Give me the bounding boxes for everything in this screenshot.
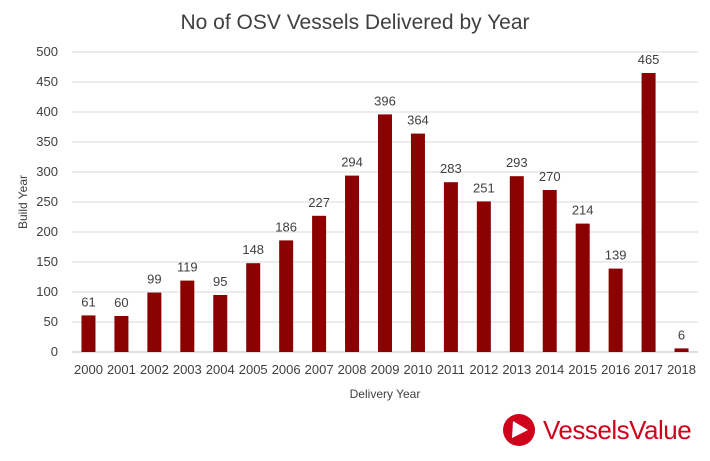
- data-label: 139: [605, 248, 627, 263]
- vesselsvalue-logo: VesselsValue: [503, 414, 692, 446]
- y-axis-label: Build Year: [16, 175, 30, 229]
- y-tick-label: 400: [36, 104, 58, 119]
- bar-2005: [246, 263, 261, 352]
- data-label: 227: [308, 195, 330, 210]
- bar-2001: [114, 316, 129, 352]
- bar-2014: [542, 190, 557, 352]
- bar-2013: [509, 176, 524, 352]
- data-label: 294: [341, 155, 363, 170]
- bar-2004: [213, 295, 228, 352]
- bar-2010: [410, 133, 425, 352]
- y-tick-label: 450: [36, 74, 58, 89]
- data-label: 364: [407, 113, 429, 128]
- bar-2011: [443, 182, 458, 352]
- data-label: 186: [275, 219, 297, 234]
- data-label: 465: [638, 52, 660, 67]
- x-tick-label: 2002: [140, 362, 169, 377]
- chart-title: No of OSV Vessels Delivered by Year: [180, 11, 529, 34]
- bar-2016: [608, 268, 623, 352]
- x-tick-label: 2012: [469, 362, 498, 377]
- bar-2009: [378, 114, 392, 353]
- x-tick-label: 2011: [437, 362, 465, 377]
- y-tick-label: 500: [36, 44, 58, 59]
- data-label: 148: [242, 242, 264, 257]
- bar-2012: [476, 201, 491, 352]
- x-tick-label: 2008: [338, 362, 367, 377]
- data-label: 61: [81, 294, 95, 309]
- y-tick-label: 50: [44, 314, 58, 329]
- data-label: 99: [147, 272, 161, 287]
- bar-2008: [345, 175, 360, 352]
- x-tick-label: 2005: [239, 362, 268, 377]
- y-tick-label: 150: [36, 254, 58, 269]
- logo-text: VesselsValue: [543, 414, 692, 445]
- bar-2000: [81, 315, 96, 352]
- bar-2003: [180, 280, 195, 352]
- bar-2018: [674, 348, 689, 352]
- data-label: 214: [572, 203, 594, 218]
- x-tick-label: 2000: [74, 362, 103, 377]
- data-label: 119: [177, 260, 198, 275]
- x-tick-label: 2013: [502, 362, 531, 377]
- x-tick-label: 2010: [403, 362, 432, 377]
- bar-2015: [575, 223, 590, 352]
- x-tick-label: 2016: [601, 362, 630, 377]
- data-label: 270: [539, 169, 561, 184]
- y-tick-label: 300: [36, 164, 58, 179]
- data-label: 251: [473, 180, 495, 195]
- y-tick-label: 100: [36, 284, 58, 299]
- y-tick-label: 200: [36, 224, 58, 239]
- x-tick-label: 2009: [371, 362, 400, 377]
- y-tick-label: 350: [36, 134, 58, 149]
- x-tick-label: 2006: [272, 362, 301, 377]
- x-tick-label: 2007: [305, 362, 334, 377]
- data-label: 95: [213, 274, 227, 289]
- data-label: 293: [506, 155, 528, 170]
- logo-play-icon: [503, 414, 535, 446]
- bar-2017: [641, 73, 656, 352]
- x-axis-label: Delivery Year: [350, 387, 421, 401]
- data-label: 6: [678, 327, 685, 342]
- y-tick-label: 250: [36, 194, 58, 209]
- x-tick-label: 2003: [173, 362, 202, 377]
- x-tick-label: 2004: [206, 362, 235, 377]
- x-tick-label: 2014: [535, 362, 564, 377]
- x-tick-label: 2017: [634, 362, 663, 377]
- x-tick-label: 2018: [667, 362, 696, 377]
- bar-2006: [279, 240, 294, 352]
- x-tick-label: 2001: [107, 362, 136, 377]
- data-label: 60: [114, 295, 128, 310]
- data-label: 283: [440, 161, 462, 176]
- x-tick-label: 2015: [568, 362, 597, 377]
- bar-2002: [147, 292, 162, 352]
- y-tick-label: 0: [51, 344, 58, 359]
- data-label: 396: [374, 93, 396, 108]
- bar-2007: [312, 215, 327, 352]
